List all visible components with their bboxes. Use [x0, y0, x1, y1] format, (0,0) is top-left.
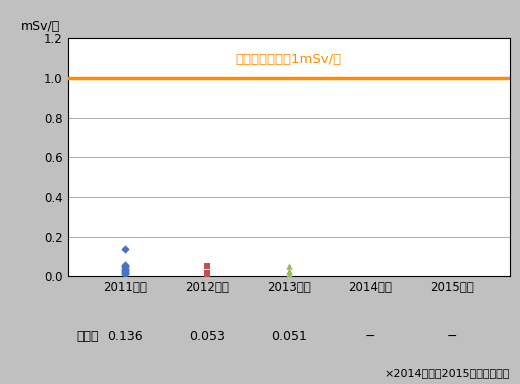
Text: 0.053: 0.053: [189, 330, 225, 343]
Text: −: −: [365, 330, 376, 343]
Point: [284, 268, 293, 274]
Point: [121, 270, 129, 276]
Point: [203, 270, 211, 276]
Point: [121, 268, 129, 275]
Point: [203, 263, 211, 269]
Text: mSv/年: mSv/年: [21, 20, 60, 33]
Point: [203, 271, 211, 278]
Point: [121, 266, 129, 273]
Point: [121, 270, 129, 276]
Text: −: −: [447, 330, 458, 343]
Text: 最大値: 最大値: [77, 330, 99, 343]
Point: [121, 263, 129, 269]
Text: 0.136: 0.136: [107, 330, 142, 343]
Point: [121, 262, 129, 268]
Text: 0.051: 0.051: [271, 330, 306, 343]
Point: [284, 263, 293, 270]
Point: [121, 247, 129, 253]
Point: [121, 267, 129, 273]
Text: ×2014年度、2015年度は不検出: ×2014年度、2015年度は不検出: [384, 368, 510, 378]
Text: 年間許容線量　1mSv/年: 年間許容線量 1mSv/年: [236, 53, 342, 66]
Point: [284, 271, 293, 277]
Point: [121, 264, 129, 270]
Point: [284, 273, 293, 279]
Point: [121, 265, 129, 271]
